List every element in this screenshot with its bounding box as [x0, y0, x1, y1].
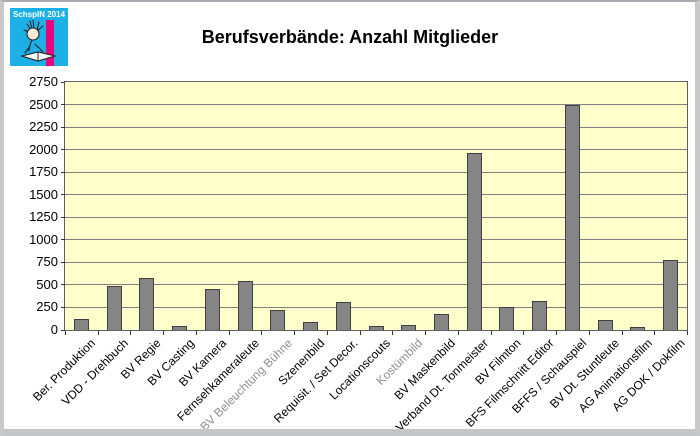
y-axis-label: 250: [36, 299, 58, 315]
y-axis-label: 0: [50, 322, 58, 337]
y-axis-tick: [61, 194, 65, 196]
bar: [630, 327, 646, 330]
chart-title: Berufsverbände: Anzahl Mitglieder: [201, 27, 499, 47]
y-axis-tick: [61, 306, 65, 308]
x-axis-tick: [261, 331, 263, 335]
y-axis-label: 750: [36, 254, 58, 270]
bar: [466, 153, 482, 330]
schspin-logo: SchspIN 2014: [10, 8, 68, 66]
logo-text: SchspIN 2014: [12, 10, 66, 19]
y-axis-label: 2250: [29, 119, 58, 135]
x-axis-tick: [457, 331, 459, 335]
y-axis-tick: [61, 171, 65, 173]
x-axis-tick: [621, 331, 623, 335]
gridline: [65, 306, 687, 308]
gridline: [65, 149, 687, 151]
gridline: [65, 216, 687, 218]
bar: [597, 320, 613, 330]
x-axis-tick: [130, 331, 132, 335]
gridline: [65, 194, 687, 196]
bar: [401, 324, 417, 330]
y-axis-label: 1500: [29, 186, 58, 202]
logo-figure: [19, 19, 58, 66]
y-axis-tick: [61, 104, 65, 106]
x-axis-tick: [228, 331, 230, 335]
bar: [106, 285, 122, 330]
y-axis-label: 500: [36, 276, 58, 292]
y-axis-tick: [61, 149, 65, 151]
y-axis-label: 1000: [29, 231, 58, 247]
x-axis-tick: [195, 331, 197, 335]
gridline: [65, 104, 687, 106]
y-axis-label: 2000: [29, 141, 58, 157]
y-axis-label: 1750: [29, 164, 58, 180]
gridline: [65, 126, 687, 128]
x-axis-tick: [392, 331, 394, 335]
bar: [73, 319, 89, 330]
bar: [433, 313, 449, 330]
y-axis-tick: [61, 81, 65, 83]
bar: [139, 278, 155, 330]
y-axis-label: 2750: [29, 74, 58, 89]
x-axis-tick: [65, 331, 66, 335]
bar: [368, 325, 384, 330]
x-axis-tick: [588, 331, 590, 335]
x-axis-tick: [326, 331, 328, 335]
gridline: [65, 239, 687, 241]
y-axis-tick: [61, 239, 65, 241]
bar: [172, 325, 188, 330]
x-axis-tick: [425, 331, 427, 335]
x-axis-tick: [359, 331, 361, 335]
y-axis-label: 2500: [29, 96, 58, 112]
gridline: [65, 284, 687, 286]
y-axis-tick: [61, 216, 65, 218]
y-axis-tick: [61, 126, 65, 128]
x-axis-tick: [523, 331, 525, 335]
plot-area: [64, 81, 688, 331]
gridline: [65, 261, 687, 263]
x-axis-tick: [490, 331, 492, 335]
bar: [663, 259, 679, 330]
bar: [564, 104, 580, 330]
bar: [303, 321, 319, 330]
x-axis-tick: [654, 331, 656, 335]
bar: [237, 280, 253, 330]
x-axis-tick: [687, 331, 688, 335]
x-axis-tick: [294, 331, 296, 335]
logo-stripe: [46, 20, 54, 66]
bar: [499, 307, 515, 330]
y-axis-label: 1250: [29, 209, 58, 225]
bar: [204, 288, 220, 330]
bar: [270, 309, 286, 330]
y-axis-tick: [61, 261, 65, 263]
bar: [532, 300, 548, 330]
x-axis-tick: [556, 331, 558, 335]
y-axis-tick: [61, 329, 65, 331]
gridline: [65, 171, 687, 173]
y-axis-tick: [61, 284, 65, 286]
x-axis-tick: [163, 331, 165, 335]
bar: [335, 302, 351, 330]
x-axis-tick: [97, 331, 99, 335]
